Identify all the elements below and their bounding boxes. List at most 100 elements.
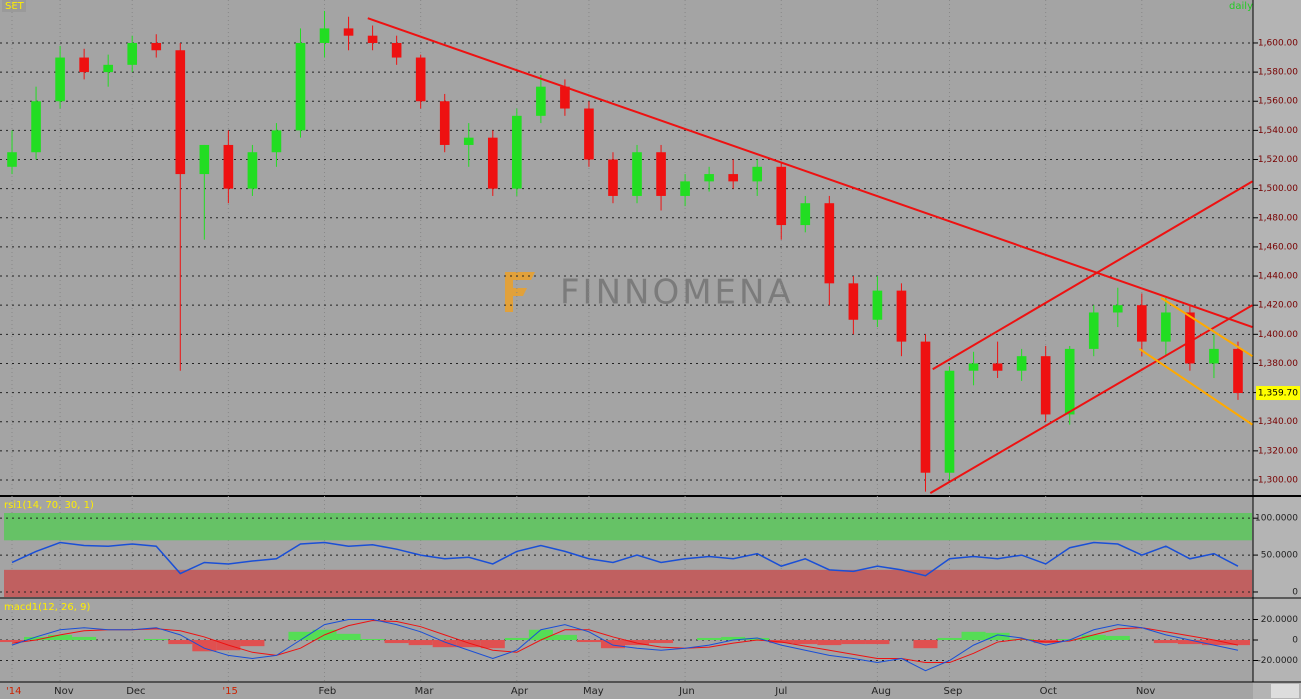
candle-body: [487, 137, 498, 189]
candle-body: [1161, 312, 1171, 342]
y-tick-label: 1,440.00: [1258, 272, 1298, 282]
y-tick-label: 1,540.00: [1258, 126, 1298, 136]
x-tick-label: '15: [222, 686, 237, 697]
x-tick-label: Feb: [319, 686, 337, 697]
macd-histogram: [432, 640, 457, 648]
candle-body: [103, 64, 113, 73]
candle-body: [175, 50, 186, 175]
macd-histogram: [1225, 640, 1250, 646]
x-tick-label: Aug: [871, 686, 891, 697]
candle-body: [968, 363, 979, 371]
macd-histogram: [480, 640, 505, 649]
trendline: [367, 17, 1253, 328]
panel-title: rsi1(14, 70, 30, 1): [4, 500, 94, 511]
macd-histogram: [576, 640, 601, 643]
macd-histogram: [504, 637, 529, 640]
macd-histogram: [913, 640, 938, 649]
candle-body: [1233, 348, 1243, 394]
macd-histogram: [1153, 640, 1178, 644]
macd-histogram: [985, 632, 1010, 640]
rsi-band: [4, 513, 1252, 541]
y-tick-label: 1,400.00: [1258, 330, 1298, 340]
candle-body: [319, 28, 330, 43]
macd-histogram: [961, 631, 986, 640]
x-tick-label: Nov: [54, 686, 74, 697]
x-tick-label: Mar: [415, 686, 435, 697]
axis-strip: [1253, 0, 1301, 699]
y-tick-label: 1,460.00: [1258, 242, 1298, 252]
y-tick-label: 1,560.00: [1258, 97, 1298, 107]
candle-body: [439, 101, 450, 145]
x-tick-label: May: [583, 686, 604, 697]
candle-body: [608, 159, 618, 196]
candle-body: [247, 152, 258, 189]
y-tick-label: 0: [1292, 636, 1298, 646]
candle-body: [79, 57, 89, 73]
y-tick-label: 1,340.00: [1258, 417, 1298, 427]
candle-body: [872, 290, 883, 320]
candle-body: [1016, 356, 1027, 371]
y-tick-label: 1,380.00: [1258, 359, 1298, 369]
macd-histogram: [0, 640, 25, 643]
x-tick-label: Oct: [1040, 686, 1057, 697]
candle-body: [848, 283, 859, 320]
y-tick-label: 1,320.00: [1258, 446, 1298, 456]
x-tick-label: Dec: [126, 686, 145, 697]
corner-icon[interactable]: [1271, 684, 1299, 698]
candle-body: [1040, 356, 1051, 415]
x-tick-label: Jul: [774, 686, 787, 697]
macd-histogram: [1081, 634, 1106, 640]
y-tick-label: -20.0000: [1258, 656, 1299, 666]
candle-body: [920, 341, 931, 473]
candle-body: [728, 174, 738, 182]
last-price: 1,359.70: [1258, 389, 1298, 399]
macd-histogram: [793, 640, 818, 645]
macd-line: [11, 619, 1239, 672]
macd-histogram: [1201, 640, 1226, 646]
y-tick-label: 20.0000: [1261, 615, 1298, 625]
macd-histogram: [552, 634, 577, 640]
macd-histogram: [144, 638, 169, 640]
candle-body: [800, 203, 811, 226]
macd-histogram: [600, 640, 625, 649]
x-tick-label: '14: [6, 686, 21, 697]
candle-body: [367, 35, 378, 43]
candle-body: [512, 115, 522, 189]
candle-body: [31, 101, 41, 153]
macd-histogram: [1105, 635, 1130, 640]
candle-body: [343, 28, 354, 36]
candle-body: [584, 108, 594, 160]
candle-body: [992, 363, 1003, 371]
symbol-box: [2, 0, 26, 12]
macd-histogram: [336, 633, 361, 640]
macd-histogram: [48, 634, 73, 640]
candle-body: [295, 42, 306, 131]
y-tick-label: 1,480.00: [1258, 213, 1298, 223]
macd-histogram: [1033, 640, 1058, 644]
macd-histogram: [697, 637, 722, 640]
x-tick-label: Jun: [678, 686, 695, 697]
x-tick-label: Apr: [511, 686, 529, 697]
candle-body: [776, 166, 787, 226]
rsi-band: [4, 569, 1252, 597]
candle-body: [151, 42, 162, 51]
macd-histogram: [841, 640, 866, 645]
candle-body: [704, 174, 714, 182]
candle-body: [391, 42, 402, 58]
macd-histogram: [360, 638, 385, 640]
y-tick-label: 1,300.00: [1258, 475, 1298, 485]
y-tick-label: 50.0000: [1261, 551, 1298, 561]
candle-body: [271, 130, 282, 153]
candle-body: [415, 57, 426, 102]
macd-histogram: [745, 637, 770, 640]
macd-histogram: [937, 637, 962, 640]
candle-body: [944, 370, 955, 473]
watermark: FINNOMENA: [560, 273, 794, 313]
trendline: [932, 180, 1253, 371]
macd-histogram: [528, 629, 553, 640]
candle-body: [632, 152, 642, 196]
x-tick-label: Nov: [1136, 686, 1156, 697]
macd-histogram: [865, 640, 890, 645]
